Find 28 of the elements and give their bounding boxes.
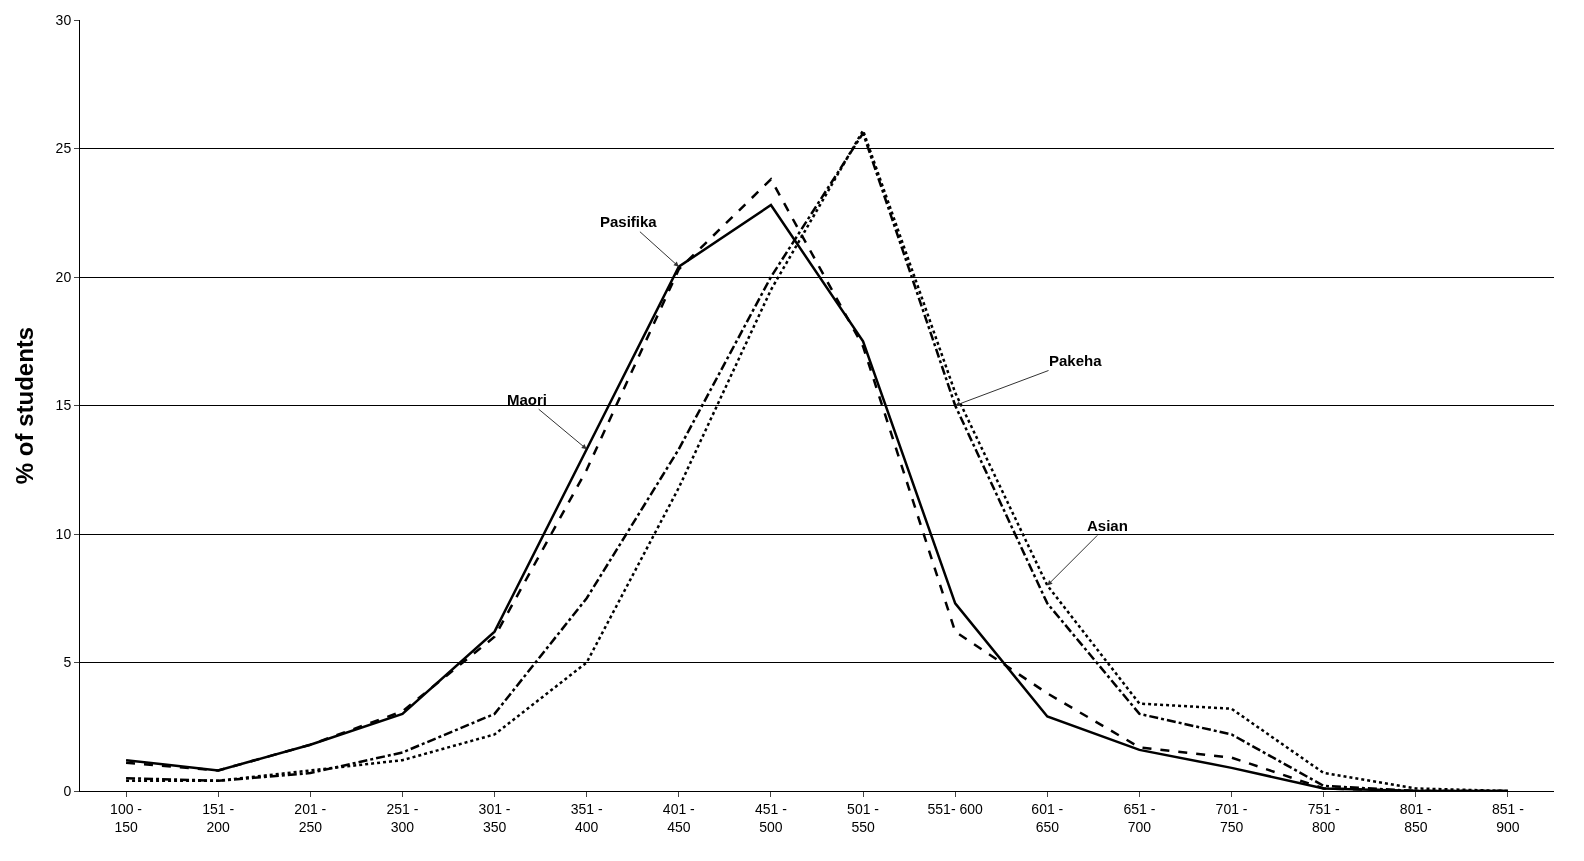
x-tick-label: 551- 600 xyxy=(927,800,984,817)
y-tick-label: 25 xyxy=(55,140,72,157)
x-tick-label: 151 - 200 xyxy=(202,800,235,835)
x-tick-label: 301 - 350 xyxy=(478,800,511,835)
annotation: Maori xyxy=(507,391,548,408)
x-tick-label: 351 - 400 xyxy=(570,800,603,835)
y-tick-label: 30 xyxy=(55,11,72,28)
x-tick-label: 801 - 850 xyxy=(1399,800,1433,835)
x-tick-label: 451 - 500 xyxy=(754,800,788,835)
y-tick-label: 5 xyxy=(63,654,72,671)
x-tick-label: 601 - 650 xyxy=(1031,800,1064,835)
y-tick-label: 10 xyxy=(55,525,72,542)
annotation: Pakeha xyxy=(1049,352,1103,369)
x-tick-label: 701 - 750 xyxy=(1215,800,1248,835)
x-tick-label: 851 - 900 xyxy=(1491,800,1525,835)
x-tick-label: 501 - 550 xyxy=(847,800,880,835)
x-tick-label: 201 - 250 xyxy=(294,800,327,835)
y-tick-label: 15 xyxy=(55,397,72,414)
y-tick-label: 0 xyxy=(63,782,72,799)
x-tick-label: 751 - 800 xyxy=(1307,800,1340,835)
x-tick-label: 100 - 150 xyxy=(110,800,143,835)
y-axis-title: % of students xyxy=(10,326,38,485)
annotation: Pasifika xyxy=(600,213,658,230)
x-tick-label: 651 - 700 xyxy=(1123,800,1156,835)
y-tick-label: 20 xyxy=(55,268,72,285)
x-tick-label: 251 - 300 xyxy=(386,800,419,835)
annotation: Asian xyxy=(1087,517,1128,534)
x-tick-label: 401 - 450 xyxy=(662,800,696,835)
